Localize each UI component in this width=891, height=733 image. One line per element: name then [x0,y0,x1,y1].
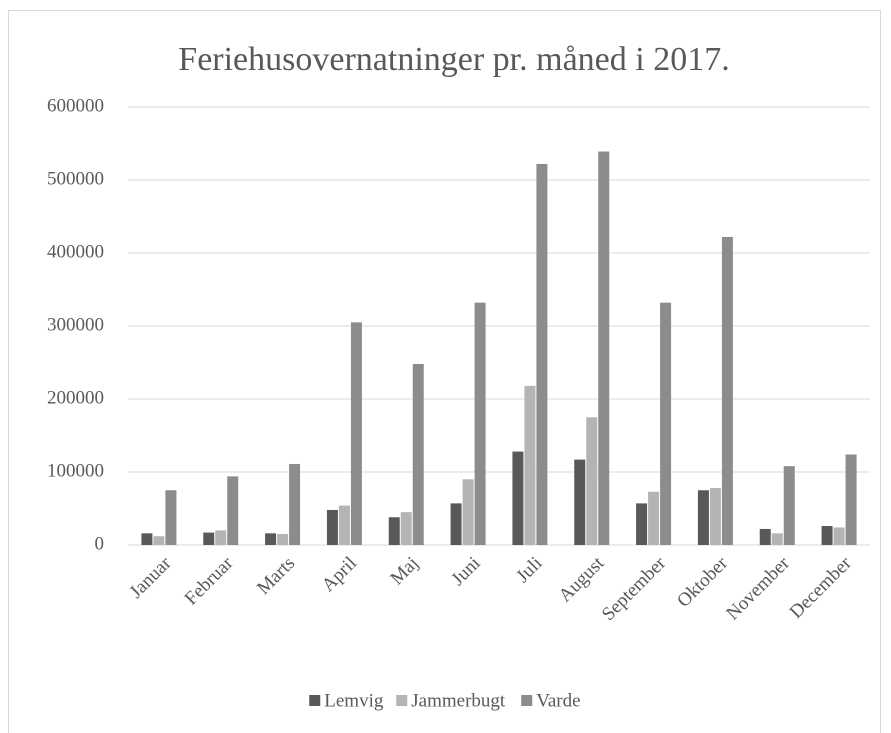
bar [203,532,215,545]
bar [215,530,227,545]
bar [141,533,153,545]
bar [759,528,771,545]
y-tick-label: 200000 [47,387,104,408]
y-tick-label: 400000 [47,241,104,262]
bar [350,322,362,545]
bar [697,490,709,545]
bar [474,302,486,545]
bar [845,454,857,545]
bar [598,151,610,545]
x-tick-label: Marts [253,553,299,599]
bar [338,505,350,545]
bar [326,509,338,545]
bar [709,488,721,545]
x-tick-label: April [318,553,361,596]
x-tick-label: September [598,552,671,625]
bar [412,363,424,545]
legend-swatch [396,695,408,706]
bar [586,417,598,545]
x-tick-label: Juni [447,553,484,590]
bar [536,163,548,545]
bar [462,479,474,545]
bar [524,385,536,545]
y-tick-label: 100000 [47,460,104,481]
bar [165,490,177,545]
legend-label: Varde [536,690,580,711]
x-tick-label: August [555,552,609,606]
bar [648,491,660,545]
bar [721,236,733,545]
bar [388,517,400,545]
bar [512,451,524,545]
bar [636,503,648,545]
x-tick-label: Februar [181,552,238,609]
bar [450,503,462,545]
x-tick-label: Januar [126,552,176,602]
x-tick-label: Juli [512,553,546,587]
bar [660,302,672,545]
x-tick-label: November [722,552,794,624]
chart-title: Feriehusovernatninger pr. måned i 2017. [178,41,729,78]
bar [821,526,833,545]
x-tick-label: Maj [386,553,422,589]
y-tick-label: 600000 [47,95,104,116]
bar [289,463,301,545]
bar [771,533,783,545]
bar [277,534,289,545]
bar [833,527,845,545]
bar [153,536,165,545]
bar [574,459,586,545]
legend-swatch [309,695,321,706]
y-tick-label: 0 [95,533,105,554]
y-tick-label: 300000 [47,314,104,335]
x-tick-label: Oktober [673,552,732,611]
x-tick-label: December [786,552,857,623]
bar [783,466,795,545]
bar [265,533,277,545]
legend-label: Lemvig [324,690,384,711]
y-tick-label: 500000 [47,168,104,189]
bar [400,512,412,545]
chart-frame [8,10,881,733]
legend-label: Jammerbugt [411,690,506,711]
legend-swatch [521,695,533,706]
bar [227,476,239,545]
